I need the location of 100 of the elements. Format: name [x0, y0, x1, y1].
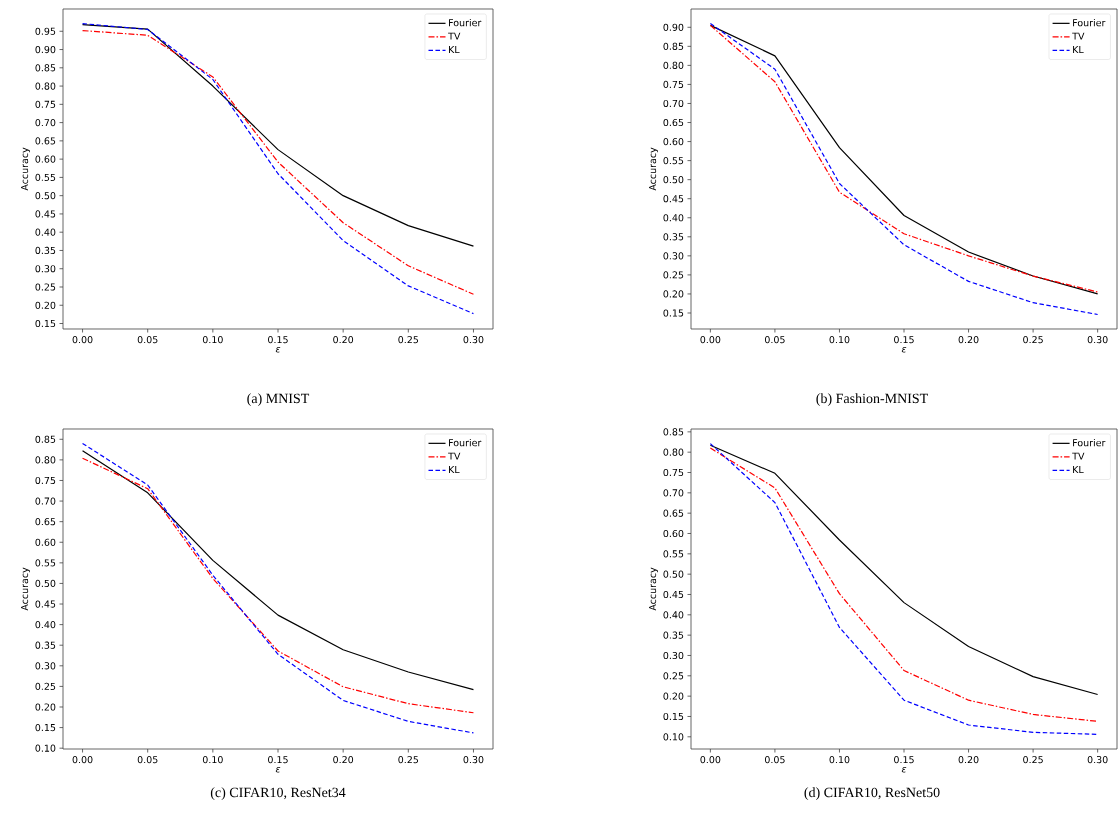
y-tick-label: 0.15: [663, 712, 684, 721]
text: (a) MNIST: [247, 393, 310, 406]
text: (b) Fashion-MNIST: [816, 393, 928, 406]
x-tick-label: 0.30: [463, 336, 484, 344]
y-tick-label: 0.15: [663, 309, 684, 317]
x-tick-label: 0.10: [829, 336, 850, 344]
x-tick-label: 0.20: [333, 756, 354, 764]
y-tick-label: 0.75: [35, 476, 56, 485]
y-tick-label: 0.65: [663, 118, 684, 127]
y-tick-label: 0.25: [35, 682, 56, 690]
x-tick-label: 0.05: [137, 756, 158, 764]
x-tick-label: 0.10: [829, 756, 850, 764]
y-tick-label: 0.30: [663, 252, 684, 260]
y-tick-label: 0.55: [663, 157, 684, 165]
legend-label: KL: [449, 466, 460, 474]
legend-label: Fourier: [449, 438, 482, 447]
y-tick-label: 0.50: [35, 579, 56, 588]
y-tick-label: 0.40: [663, 611, 684, 619]
legend-label: Fourier: [1073, 18, 1106, 27]
y-tick-label: 0.90: [35, 45, 56, 54]
y-axis-title: Accuracy: [21, 147, 30, 191]
y-tick-label: 0.80: [663, 61, 684, 69]
y-tick-label: 0.65: [35, 137, 56, 145]
y-tick-label: 0.65: [35, 518, 56, 526]
y-tick-label: 0.35: [663, 233, 684, 241]
y-tick-label: 0.20: [35, 301, 56, 309]
x-tick-label: 0.20: [333, 336, 354, 344]
y-tick-label: 0.20: [663, 692, 684, 700]
x-tick-label: 0.25: [398, 336, 419, 344]
y-axis-title: Accuracy: [649, 567, 658, 611]
y-tick-label: 0.35: [663, 631, 684, 639]
x-tick-label: 0.25: [1023, 336, 1043, 344]
y-tick-label: 0.85: [35, 64, 56, 72]
legend-label: Fourier: [449, 18, 482, 27]
y-tick-label: 0.80: [35, 456, 56, 464]
x-tick-label: 0.30: [463, 756, 484, 764]
y-tick-label: 0.35: [35, 246, 56, 255]
y-tick-label: 0.20: [663, 290, 684, 298]
y-tick-label: 0.60: [663, 529, 684, 538]
y-tick-label: 0.60: [35, 155, 56, 163]
y-tick-label: 0.85: [663, 428, 684, 436]
x-tick-label: 0.15: [894, 336, 914, 344]
y-tick-label: 0.55: [663, 550, 684, 558]
x-tick-label: 0.15: [894, 756, 914, 764]
x-tick-label: 0.00: [72, 756, 93, 764]
x-tick-label: 0.15: [268, 336, 288, 344]
x-tick-label: 0.20: [958, 756, 979, 764]
y-tick-label: 0.70: [35, 497, 56, 505]
y-tick-label: 0.70: [663, 99, 684, 108]
y-tick-label: 0.40: [35, 621, 56, 629]
y-tick-label: 0.90: [663, 23, 684, 31]
y-tick-label: 0.85: [35, 435, 56, 443]
y-tick-label: 0.60: [35, 538, 56, 546]
x-tick-label: 0.25: [398, 756, 419, 764]
legend-label: TV: [448, 452, 461, 460]
x-tick-label: 0.00: [700, 756, 721, 764]
x-axis-title: ε: [901, 767, 907, 773]
y-tick-label: 0.60: [663, 137, 684, 146]
x-tick-label: 0.00: [700, 336, 721, 344]
y-tick-label: 0.85: [663, 42, 684, 50]
legend-label: KL: [1073, 46, 1084, 54]
text: (d) CIFAR10, ResNet50: [804, 787, 940, 800]
y-axis-title: Accuracy: [21, 567, 30, 611]
y-axis-title: Accuracy: [649, 147, 658, 191]
x-tick-label: 0.10: [202, 336, 223, 344]
x-tick-label: 0.15: [268, 756, 288, 764]
y-tick-label: 0.70: [663, 489, 684, 497]
y-tick-label: 0.75: [35, 100, 56, 108]
y-tick-label: 0.45: [35, 600, 56, 608]
x-tick-label: 0.30: [1087, 336, 1108, 344]
x-axis-title: ε: [275, 767, 281, 773]
y-tick-label: 0.75: [663, 468, 684, 477]
x-axis-title: ε: [275, 347, 281, 353]
y-tick-label: 0.25: [663, 672, 684, 680]
y-tick-label: 0.65: [663, 509, 684, 517]
y-tick-label: 0.30: [35, 265, 56, 273]
y-tick-label: 0.35: [35, 641, 56, 649]
y-tick-label: 0.40: [35, 228, 56, 236]
y-tick-label: 0.80: [663, 448, 684, 456]
y-tick-label: 0.40: [663, 214, 684, 222]
y-tick-label: 0.45: [35, 210, 56, 218]
x-tick-label: 0.30: [1087, 756, 1108, 764]
y-tick-label: 0.20: [35, 703, 56, 711]
text: (c) CIFAR10, ResNet34: [210, 787, 346, 800]
y-tick-label: 0.50: [35, 192, 56, 200]
legend-label: KL: [449, 46, 460, 54]
y-tick-label: 0.30: [663, 651, 684, 660]
x-tick-label: 0.10: [202, 756, 223, 764]
y-tick-label: 0.25: [35, 283, 56, 291]
x-axis-title: ε: [901, 347, 907, 353]
y-tick-label: 0.45: [663, 590, 684, 599]
x-tick-label: 0.05: [764, 336, 785, 344]
y-tick-label: 0.15: [35, 723, 56, 732]
y-tick-label: 0.10: [35, 744, 56, 752]
y-tick-label: 0.45: [663, 195, 684, 203]
y-tick-label: 0.30: [35, 662, 56, 670]
legend-label: KL: [1073, 466, 1084, 474]
y-tick-label: 0.55: [35, 173, 56, 181]
legend-label: Fourier: [1073, 438, 1106, 447]
legend-label: TV: [1072, 32, 1085, 40]
